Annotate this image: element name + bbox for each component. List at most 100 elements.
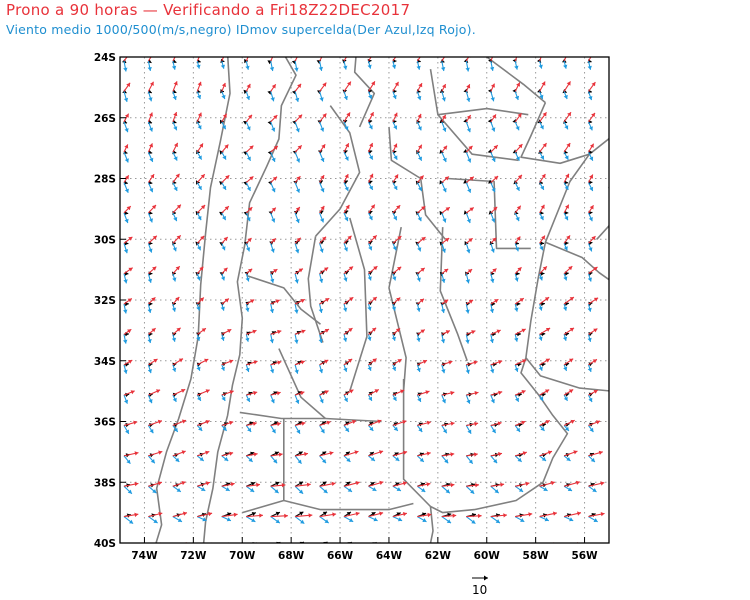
left-mover-vector (613, 145, 617, 152)
left-mover-vector-head (373, 266, 378, 271)
right-mover-vector-head (419, 457, 424, 462)
left-mover-vector-head (229, 359, 234, 364)
right-mover-vector-head (515, 126, 520, 131)
right-mover-vector-head (294, 279, 299, 284)
right-mover-vector-head (442, 429, 447, 434)
left-mover-vector-head (153, 359, 158, 363)
border-line (525, 153, 591, 358)
mean-wind-vector-head (293, 210, 299, 215)
left-mover-vector-head (624, 452, 628, 456)
right-mover-vector-head (441, 67, 446, 71)
right-mover-vector-head (222, 215, 226, 221)
right-mover-vector-head (543, 487, 548, 491)
mean-wind-vector-head (267, 120, 272, 125)
left-mover-vector-head (127, 52, 131, 56)
left-mover-vector-head (322, 113, 327, 118)
right-mover-vector-head (563, 366, 568, 371)
right-mover-vector-head (490, 248, 495, 253)
left-mover-vector-head (272, 176, 277, 181)
left-mover-vector-head (271, 84, 276, 89)
right-mover-vector-head (295, 97, 300, 102)
right-mover-vector-head (538, 64, 543, 69)
right-mover-vector-head (370, 456, 375, 461)
right-mover-vector-head (588, 217, 593, 222)
left-mover-vector-head (625, 544, 629, 548)
left-mover-vector-head (624, 513, 628, 517)
mean-wind-vector-head (564, 241, 569, 246)
mean-wind-vector-head (298, 451, 303, 456)
right-mover-vector-head (491, 157, 496, 162)
left-mover-vector-head (445, 207, 450, 212)
right-mover-vector-head (197, 215, 202, 221)
right-mover-vector (613, 486, 621, 493)
border-line (439, 227, 468, 362)
left-mover-vector-head (281, 483, 286, 488)
right-mover-vector-head (587, 277, 592, 282)
right-mover-vector-head (221, 246, 226, 251)
left-mover-vector-head (396, 51, 400, 55)
right-mover-vector (613, 365, 615, 373)
left-mover-vector-head (126, 82, 131, 87)
right-mover-vector (613, 304, 615, 313)
right-mover-vector-head (224, 456, 229, 461)
left-mover-vector-head (249, 176, 254, 181)
left-mover-vector-head (615, 114, 619, 118)
right-mover-vector-head (172, 95, 177, 100)
left-mover-vector-head (151, 328, 156, 333)
left-mover-vector-head (223, 237, 228, 242)
left-mover-vector-head (223, 267, 228, 272)
left-mover-vector-head (379, 511, 384, 516)
right-mover-vector-head (175, 457, 180, 462)
left-mover-vector-head (402, 512, 407, 517)
left-mover-vector-head (466, 84, 471, 89)
right-mover-vector (613, 517, 622, 524)
right-mover-vector-head (249, 488, 255, 492)
x-tick-label: 64W (376, 550, 403, 562)
left-mover-vector-head (542, 112, 547, 117)
right-mover-vector-head (392, 276, 397, 281)
left-mover-vector (564, 544, 581, 547)
right-mover-vector-head (588, 247, 593, 252)
right-mover-vector-head (417, 217, 422, 222)
mean-wind-vector-head (568, 543, 572, 547)
left-mover-vector-head (151, 205, 156, 210)
left-mover-vector-head (589, 143, 594, 148)
left-mover-vector-head (197, 112, 202, 117)
mean-wind-vector-head (613, 150, 617, 154)
right-mover-vector-head (442, 218, 447, 223)
left-mover-vector-head (208, 511, 213, 517)
right-mover-vector-head (124, 158, 129, 163)
right-mover-vector-head (248, 457, 253, 462)
left-mover-vector-head (259, 513, 263, 518)
left-mover-vector-head (181, 419, 187, 424)
right-mover-vector-head (177, 518, 182, 522)
reference-vector-head (484, 575, 488, 581)
left-mover-vector-head (230, 482, 235, 487)
left-mover-vector (613, 52, 620, 61)
left-mover-vector (416, 57, 421, 62)
left-mover-vector-head (322, 236, 326, 241)
right-mover-vector-head (196, 64, 201, 69)
y-tick-label: 28S (94, 174, 116, 186)
mean-wind-vector (613, 513, 621, 517)
left-mover-vector-head (175, 51, 179, 55)
left-mover-vector-head (181, 389, 186, 393)
right-mover-vector-head (222, 426, 227, 431)
right-mover-vector-head (149, 429, 154, 434)
right-mover-vector-head (515, 186, 520, 191)
right-mover-vector-head (271, 218, 276, 223)
left-mover-vector-head (450, 482, 455, 488)
y-tick-label: 24S (94, 52, 116, 64)
left-mover-vector (491, 546, 510, 547)
mean-wind-vector-head (612, 211, 616, 215)
left-mover-vector-head (494, 176, 499, 181)
mean-wind-vector-head (540, 241, 544, 246)
left-mover-vector-head (474, 421, 479, 427)
left-mover-vector-head (593, 297, 599, 302)
right-mover-vector-head (296, 158, 300, 163)
left-mover-vector-head (566, 81, 571, 86)
left-mover-vector (613, 484, 628, 487)
left-mover-vector-head (467, 269, 473, 274)
right-mover-vector-head (563, 306, 568, 311)
right-mover-vector-head (123, 369, 128, 374)
